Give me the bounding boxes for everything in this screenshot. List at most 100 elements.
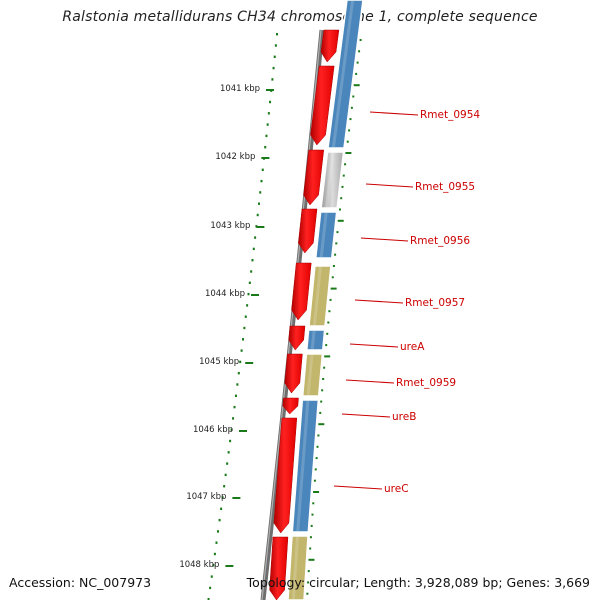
forward-gene-arrow[interactable]	[269, 536, 289, 600]
ruler-dot	[239, 360, 242, 364]
inner-tick	[352, 95, 355, 98]
forward-gene-arrow[interactable]	[284, 353, 303, 394]
gene-highlight	[331, 1, 354, 147]
reverse-gene-block[interactable]	[291, 399, 320, 533]
ruler-label: 1046 kbp	[193, 425, 233, 435]
ruler-dot	[218, 518, 221, 522]
gene-highlight	[296, 401, 310, 531]
inner-tick	[335, 242, 338, 245]
ruler-dot	[244, 315, 247, 318]
inner-tick	[309, 547, 312, 550]
gene-labels[interactable]: Rmet_0954 Rmet_0955 Rmet_0956 Rmet_0957 ureA…	[333, 109, 480, 495]
inner-tick	[332, 265, 335, 267]
ruler-dot	[250, 270, 253, 273]
ruler-dot	[257, 202, 260, 205]
ruler-label: 1041 kbp	[220, 84, 260, 94]
inner-tick	[344, 163, 347, 166]
inner-tick	[315, 457, 318, 460]
ruler-label: 1042 kbp	[215, 152, 255, 162]
ruler-dot	[254, 236, 257, 239]
forward-gene-arrow[interactable]	[282, 397, 299, 415]
gene-label[interactable]: ureC	[384, 483, 409, 495]
gene-label[interactable]: Rmet_0954	[420, 109, 480, 121]
ruler-dot	[248, 281, 251, 284]
ruler-dot	[252, 247, 255, 251]
inner-tick	[326, 332, 329, 335]
forward-gene-arrow[interactable]	[273, 417, 298, 534]
ruler-dot	[209, 586, 212, 590]
ruler-dot	[265, 134, 268, 138]
forward-gene-arrow[interactable]	[291, 262, 312, 321]
gene-label[interactable]: Rmet_0957	[405, 297, 465, 309]
ruler-dot	[269, 100, 272, 104]
reverse-gene-block[interactable]	[305, 329, 326, 351]
ruler-dot	[247, 292, 250, 296]
ruler-dot	[224, 473, 227, 477]
ruler-dot	[226, 462, 229, 465]
ruler-dots	[207, 33, 278, 600]
gene-label[interactable]: Rmet_0956	[410, 235, 470, 247]
forward-gene-arrow[interactable]	[298, 208, 318, 254]
inner-tick	[329, 298, 332, 301]
inner-tick	[334, 253, 337, 256]
inner-tick	[309, 536, 312, 539]
inner-tick	[341, 185, 344, 188]
inner-tick	[317, 434, 320, 437]
inner-tick	[323, 366, 326, 369]
ruler-dot	[230, 428, 233, 431]
forward-gene-arrow[interactable]	[303, 149, 325, 206]
reverse-gene-block[interactable]	[320, 151, 345, 209]
ruler-dot	[213, 552, 216, 556]
gene-leader-line	[360, 237, 409, 242]
ruler-dot	[273, 55, 276, 58]
reverse-gene-block[interactable]	[327, 0, 364, 149]
inner-tick	[306, 592, 309, 595]
ruler-dot	[236, 383, 239, 386]
forward-strand-genes[interactable]	[269, 29, 340, 600]
ruler-dot	[264, 146, 267, 149]
gene-label[interactable]: Rmet_0959	[396, 377, 456, 389]
forward-gene-arrow[interactable]	[310, 65, 335, 146]
gene-label[interactable]: ureB	[392, 411, 416, 423]
ruler-dot	[276, 33, 278, 36]
ruler-dot	[215, 541, 218, 544]
reverse-gene-block[interactable]	[301, 353, 324, 397]
forward-gene-arrow[interactable]	[320, 29, 340, 63]
reverse-gene-block[interactable]	[314, 211, 338, 259]
gene-highlight	[310, 331, 316, 349]
ruler-dot	[259, 191, 262, 194]
ruler-dot	[234, 394, 237, 397]
inner-tick	[325, 344, 328, 347]
inner-tick	[316, 445, 319, 448]
ruler-dot	[242, 338, 245, 341]
ruler-dot	[261, 168, 264, 171]
gene-leader-line	[341, 413, 391, 418]
ruler-labels: 1041 kbp 1042 kbp 1043 kbp 1044 kbp 1045 kbp…	[179, 84, 260, 570]
ruler-dot	[232, 417, 235, 420]
reverse-strand-genes[interactable]	[287, 0, 364, 600]
inner-tick	[349, 118, 352, 121]
ruler-dot	[233, 405, 236, 409]
inner-tick	[313, 491, 320, 493]
gene-label[interactable]: ureA	[400, 341, 425, 353]
gene-leader-line	[333, 485, 383, 490]
inner-tick	[353, 84, 360, 87]
ruler-dot	[251, 259, 254, 262]
ruler-dot	[256, 213, 259, 217]
reverse-gene-block[interactable]	[308, 265, 332, 327]
reverse-gene-block[interactable]	[287, 535, 309, 600]
gene-highlight	[306, 355, 314, 395]
ruler-dot	[221, 496, 224, 499]
ruler-label: 1043 kbp	[210, 221, 250, 231]
inner-tick	[311, 513, 314, 516]
inner-tick	[358, 50, 361, 53]
gene-leader-line	[349, 343, 399, 348]
ruler-label: 1047 kbp	[186, 492, 226, 502]
accession-text: Accession: NC_007973	[9, 575, 152, 590]
ruler-dot	[223, 485, 226, 488]
inner-tick	[324, 355, 331, 358]
forward-gene-arrow[interactable]	[288, 325, 306, 351]
inner-tick	[307, 570, 310, 573]
gene-label[interactable]: Rmet_0955	[415, 181, 475, 193]
